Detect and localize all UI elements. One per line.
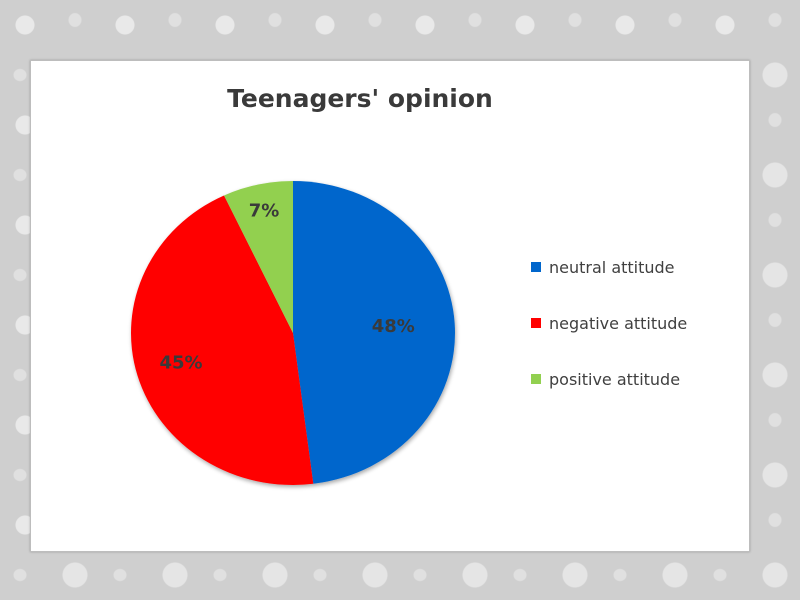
data-label-negative: 45% bbox=[159, 353, 202, 374]
chart-legend: neutral attitude negative attitude posit… bbox=[531, 239, 687, 407]
legend-item-negative: negative attitude bbox=[531, 295, 687, 351]
chart-title: Teenagers' opinion bbox=[227, 84, 493, 113]
legend-swatch-positive bbox=[531, 374, 541, 384]
pie-chart: 48% 45% 7% bbox=[131, 181, 455, 485]
legend-label-negative: negative attitude bbox=[549, 313, 688, 333]
pie-slice-positive bbox=[224, 181, 293, 333]
legend-swatch-negative bbox=[531, 318, 541, 328]
legend-item-positive: positive attitude bbox=[531, 351, 687, 407]
legend-label-neutral: neutral attitude bbox=[549, 257, 675, 277]
data-label-positive: 7% bbox=[249, 200, 280, 221]
legend-label-positive: positive attitude bbox=[549, 369, 681, 389]
chart-panel: 48% 45% 7% Teenagers' opinion neutral atti… bbox=[30, 60, 750, 552]
pie-slice-negative bbox=[131, 195, 314, 485]
legend-item-neutral: neutral attitude bbox=[531, 239, 687, 295]
pie-slice-neutral bbox=[293, 181, 455, 484]
legend-swatch-neutral bbox=[531, 262, 541, 272]
data-label-neutral: 48% bbox=[372, 316, 415, 337]
